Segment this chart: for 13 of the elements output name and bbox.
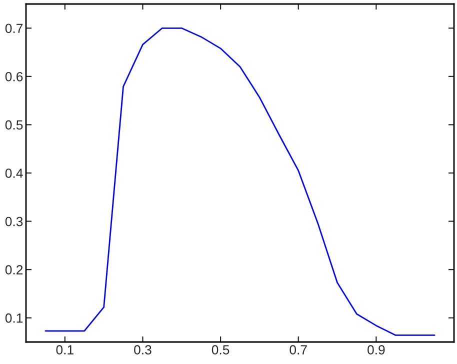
x-tick-label: 0.1 [56, 345, 74, 354]
x-tick-label: 0.3 [134, 345, 152, 354]
y-tick-label: 0.4 [5, 168, 23, 178]
y-tick-label: 0.1 [5, 313, 23, 323]
y-tick-label: 0.6 [5, 72, 23, 82]
y-tick-label: 0.7 [5, 24, 23, 34]
line-series [44, 27, 436, 336]
y-tick-label: 0.3 [5, 216, 23, 226]
x-tick-label: 0.9 [368, 345, 385, 354]
y-tick-label: 0.2 [5, 265, 23, 274]
x-tick-label: 0.7 [290, 345, 307, 354]
y-tick-label: 0.5 [5, 120, 23, 130]
x-tick-label: 0.5 [212, 345, 230, 354]
